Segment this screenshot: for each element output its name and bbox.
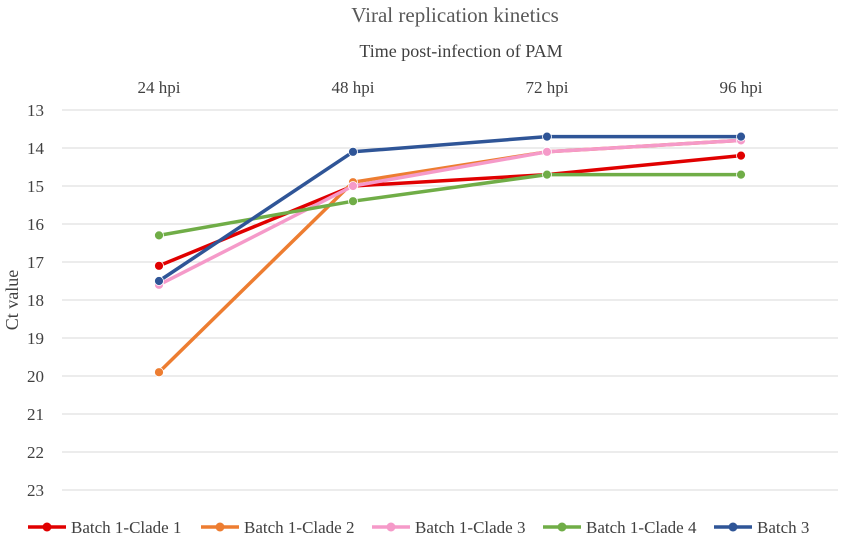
data-series xyxy=(154,131,746,378)
data-point xyxy=(736,131,746,142)
legend-swatch-marker xyxy=(42,522,52,532)
y-tick-label: 22 xyxy=(27,443,44,462)
legend-label: Batch 3 xyxy=(757,518,809,537)
gridlines xyxy=(62,109,838,491)
data-point xyxy=(736,169,746,180)
data-point xyxy=(348,181,358,191)
legend-item: Batch 1-Clade 1 xyxy=(28,518,181,537)
y-tick-label: 15 xyxy=(27,177,44,196)
legend-swatch-marker xyxy=(386,522,396,532)
series-line xyxy=(157,172,743,238)
y-tick-label: 20 xyxy=(27,367,44,386)
data-point xyxy=(542,131,552,142)
series-line xyxy=(157,134,743,283)
data-point xyxy=(154,230,164,241)
x-tick-label: 96 hpi xyxy=(720,78,763,97)
y-tick-label: 18 xyxy=(27,291,44,310)
series-line xyxy=(157,153,743,268)
series-2 xyxy=(154,135,746,378)
legend-label: Batch 1-Clade 4 xyxy=(586,518,697,537)
series-3 xyxy=(154,135,746,290)
legend-item: Batch 1-Clade 4 xyxy=(543,518,697,537)
series-5 xyxy=(154,131,746,286)
data-point xyxy=(154,260,164,271)
data-point xyxy=(542,169,552,180)
x-axis-title: Time post-infection of PAM xyxy=(359,41,562,61)
x-tick-label: 72 hpi xyxy=(526,78,569,97)
data-point xyxy=(736,150,746,161)
y-tick-label: 23 xyxy=(27,481,44,500)
legend-swatch-marker xyxy=(728,522,738,532)
data-point xyxy=(542,146,552,157)
legend-item: Batch 3 xyxy=(714,518,809,537)
y-axis-title: Ct value xyxy=(2,270,22,331)
x-tick-label: 48 hpi xyxy=(332,78,375,97)
series-1 xyxy=(154,150,746,271)
y-tick-label: 13 xyxy=(27,101,44,120)
y-tick-label: 19 xyxy=(27,329,44,348)
data-point xyxy=(348,196,358,207)
y-tick-label: 16 xyxy=(27,215,44,234)
x-tick-label: 24 hpi xyxy=(138,78,181,97)
legend-item: Batch 1-Clade 3 xyxy=(372,518,525,537)
legend-item: Batch 1-Clade 2 xyxy=(201,518,354,537)
legend-swatch-marker xyxy=(215,522,225,532)
x-tick-labels: 24 hpi 48 hpi 72 hpi 96 hpi xyxy=(138,78,763,97)
legend-label: Batch 1-Clade 1 xyxy=(71,518,181,537)
y-tick-labels: 13 14 15 16 17 18 19 20 21 22 23 xyxy=(27,101,45,500)
data-point xyxy=(348,146,358,157)
y-tick-label: 17 xyxy=(27,253,45,272)
data-point xyxy=(154,367,164,378)
chart-title: Viral replication kinetics xyxy=(351,3,559,27)
data-point xyxy=(154,276,164,286)
legend-label: Batch 1-Clade 3 xyxy=(415,518,525,537)
y-tick-label: 14 xyxy=(27,139,45,158)
legend: Batch 1-Clade 1 Batch 1-Clade 2 Batch 1-Cl… xyxy=(28,518,809,537)
legend-label: Batch 1-Clade 2 xyxy=(244,518,354,537)
y-tick-label: 21 xyxy=(27,405,44,424)
legend-swatch-marker xyxy=(557,522,567,532)
series-line xyxy=(157,138,743,287)
